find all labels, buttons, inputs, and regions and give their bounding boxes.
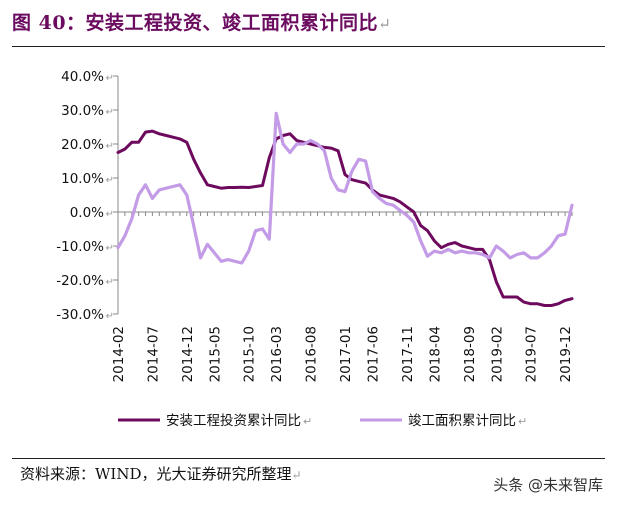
watermark: 头条 @未来智库 <box>493 476 603 494</box>
x-tick-label: 2015-10 <box>242 326 258 382</box>
x-tick-label: 2019-02 <box>489 326 505 382</box>
y-tick-label: 10.0% <box>61 171 104 187</box>
y-tick-label: -30.0% <box>56 307 104 323</box>
paragraph-mark: ↵ <box>106 311 114 322</box>
legend-label: 安装工程投资累计同比 <box>166 413 301 429</box>
paragraph-mark: ↵ <box>378 15 392 33</box>
series-line-completed-area <box>116 111 574 265</box>
x-tick-label: 2014-12 <box>180 326 196 382</box>
x-tick-label: 2019-07 <box>524 326 540 382</box>
y-tick-label: 20.0% <box>61 137 104 153</box>
x-tick-label: 2018-04 <box>427 326 443 382</box>
x-tick-label: 2017-11 <box>400 326 416 382</box>
x-tick-label: 2014-07 <box>145 326 161 382</box>
y-tick-label: 0.0% <box>70 205 104 221</box>
y-tick-label: -20.0% <box>56 273 104 289</box>
y-tick-label: 30.0% <box>61 103 104 119</box>
x-tick-label: 2017-01 <box>338 326 354 382</box>
paragraph-mark: ↵ <box>106 73 114 84</box>
paragraph-mark: ↵ <box>291 468 302 482</box>
x-tick-label: 2018-09 <box>462 326 478 382</box>
paragraph-mark: ↵ <box>106 243 114 254</box>
y-tick-label: 40.0% <box>61 69 104 85</box>
line-chart: -30.0% ↵-20.0% ↵-10.0% ↵0.0% ↵10.0% ↵20.0% ↵30… <box>56 69 574 429</box>
x-tick-label: 2016-08 <box>304 326 320 382</box>
x-tick-label: 2016-03 <box>269 326 285 382</box>
source-note: 资料来源：WIND，光大证券研究所整理↵ <box>20 465 302 483</box>
title-rule <box>12 46 605 47</box>
series-line-installation-investment <box>116 129 574 307</box>
paragraph-mark: ↵ <box>106 141 114 152</box>
x-tick-label: 2017-06 <box>366 326 382 382</box>
x-tick-label: 2019-12 <box>558 326 574 382</box>
paragraph-mark: ↵ <box>303 415 312 428</box>
x-tick-label: 2015-05 <box>207 326 223 382</box>
paragraph-mark: ↵ <box>106 175 114 186</box>
paragraph-mark: ↵ <box>106 209 114 220</box>
legend-label: 竣工面积累计同比 <box>408 413 516 429</box>
y-tick-label: -10.0% <box>56 239 104 255</box>
paragraph-mark: ↵ <box>106 277 114 288</box>
x-tick-label: 2014-02 <box>111 326 127 382</box>
paragraph-mark: ↵ <box>518 415 527 428</box>
paragraph-mark: ↵ <box>106 107 114 118</box>
figure-title: 图 40：安装工程投资、竣工面积累计同比↵ <box>12 12 392 34</box>
source-rule <box>12 458 605 459</box>
